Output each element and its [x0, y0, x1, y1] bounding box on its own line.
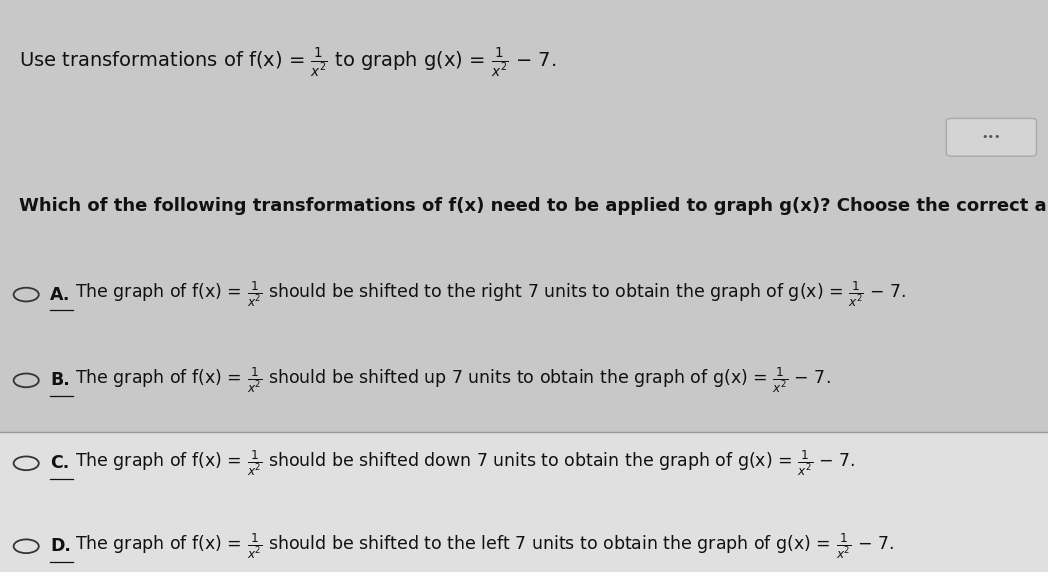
Text: B.: B.: [50, 371, 70, 390]
Text: The graph of f(x) = $\frac{1}{x^2}$ should be shifted to the left 7 units to obt: The graph of f(x) = $\frac{1}{x^2}$ shou…: [75, 531, 895, 561]
Text: D.: D.: [50, 537, 71, 555]
Text: The graph of f(x) = $\frac{1}{x^2}$ should be shifted down 7 units to obtain the: The graph of f(x) = $\frac{1}{x^2}$ shou…: [75, 448, 856, 478]
Text: Use transformations of f(x) = $\frac{1}{x^2}$ to graph g(x) = $\frac{1}{x^2}$ $-: Use transformations of f(x) = $\frac{1}{…: [19, 47, 556, 79]
FancyBboxPatch shape: [946, 118, 1036, 156]
Text: The graph of f(x) = $\frac{1}{x^2}$ should be shifted to the right 7 units to ob: The graph of f(x) = $\frac{1}{x^2}$ shou…: [75, 280, 907, 309]
Text: •••: •••: [982, 132, 1001, 142]
Bar: [0, 432, 1048, 572]
Text: Which of the following transformations of f(x) need to be applied to graph g(x)?: Which of the following transformations o…: [19, 197, 1048, 215]
Text: The graph of f(x) = $\frac{1}{x^2}$ should be shifted up 7 units to obtain the g: The graph of f(x) = $\frac{1}{x^2}$ shou…: [75, 366, 831, 395]
Text: C.: C.: [50, 454, 69, 472]
Text: A.: A.: [50, 285, 70, 304]
